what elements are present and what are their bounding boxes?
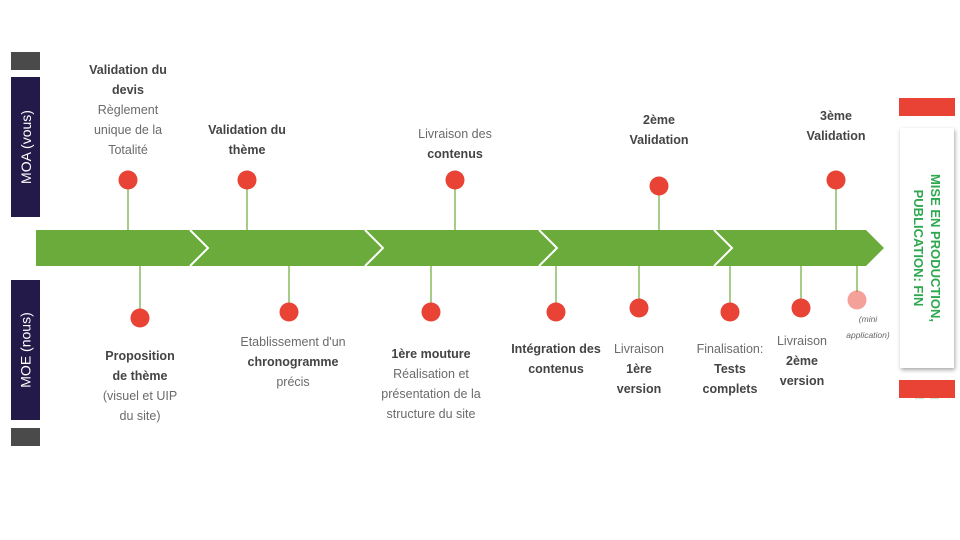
milestone-dot — [649, 176, 669, 196]
top-red-bar — [899, 98, 955, 116]
bottom-red-bar — [899, 380, 955, 398]
milestone-dot — [421, 302, 441, 322]
milestone-label-bottom: Finalisation: Tests complets — [696, 342, 764, 396]
final-label-line1: MISE EN PRODUCTION, — [928, 173, 944, 323]
milestone-label-bottom: Etablissement d'un chronogramme précis — [240, 335, 346, 389]
milestone-label-bottom: Livraison 2ème version — [776, 334, 828, 388]
milestone-dot — [279, 302, 299, 322]
bottom-gray-block — [11, 428, 40, 446]
milestone-label-top: Validation du thème — [208, 123, 286, 157]
milestone-dot — [237, 170, 257, 190]
chevron-separator — [364, 229, 385, 267]
milestone-dot — [445, 170, 465, 190]
mini-application-note: (mini application) — [846, 314, 890, 340]
milestone-label-top: 3ème Validation — [806, 109, 866, 143]
milestone-label-top: 2ème Validation — [629, 113, 689, 147]
milestone-label-bottom: Intégration des contenus — [511, 342, 601, 376]
timeline-arrow — [36, 230, 884, 266]
milestone-dot — [791, 298, 811, 318]
milestone-dot-faded — [847, 290, 867, 310]
final-label-reflection: MISE EN PRODUCTION, — [900, 398, 954, 448]
final-milestone-box: MISE EN PRODUCTION, PUBLICATION: FIN — [900, 128, 954, 368]
moe-sidebar: MOE (nous) — [11, 280, 40, 420]
chevron-separator — [713, 229, 734, 267]
final-label-reflection-text: MISE EN PRODUCTION, — [912, 398, 942, 400]
milestone-dot — [130, 308, 150, 328]
milestone-dot — [546, 302, 566, 322]
milestone-dot — [629, 298, 649, 318]
milestone-dot — [720, 302, 740, 322]
milestone-label-top: Livraison des contenus — [418, 127, 492, 161]
chevron-separator — [538, 229, 559, 267]
milestone-dot — [118, 170, 138, 190]
milestone-label-bottom: Livraison 1ère version — [613, 342, 665, 396]
milestone-label-bottom: Proposition de thème (visuel et UIP du s… — [102, 349, 178, 423]
moa-sidebar: MOA (vous) — [11, 77, 40, 217]
final-label-line2: PUBLICATION: FIN — [911, 189, 927, 307]
milestone-label-top: Validation du devis Règlement unique de … — [89, 63, 167, 157]
milestone-dot — [826, 170, 846, 190]
top-gray-block — [11, 52, 40, 70]
chevron-separator — [189, 229, 210, 267]
milestone-label-bottom: 1ère mouture Réalisation et présentation… — [381, 347, 481, 421]
